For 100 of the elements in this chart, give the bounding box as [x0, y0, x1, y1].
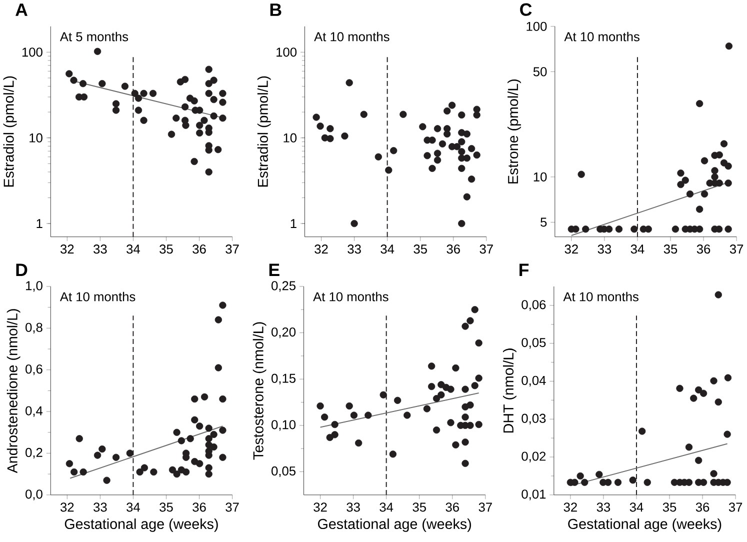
point — [604, 479, 612, 486]
point — [462, 322, 469, 330]
point — [475, 374, 482, 382]
point — [578, 170, 585, 178]
point — [173, 470, 180, 478]
point — [694, 457, 702, 464]
y-tick-label: 0,6 — [26, 364, 42, 376]
point — [112, 106, 120, 114]
point — [350, 412, 358, 420]
point — [596, 471, 603, 478]
point — [219, 396, 226, 403]
point — [126, 450, 134, 458]
x-tick-label: 37 — [480, 244, 493, 254]
point — [214, 146, 222, 154]
x-tick-label: 33 — [596, 502, 610, 512]
point — [614, 479, 622, 486]
x-tick-label: 35 — [664, 244, 678, 254]
point — [458, 138, 466, 146]
x-tick-label: 35 — [414, 244, 427, 254]
point — [131, 90, 138, 98]
x-tick-label: 35 — [160, 244, 173, 254]
point — [98, 446, 106, 453]
y-tick-label: 0,03 — [522, 414, 546, 425]
point — [462, 386, 469, 394]
point — [644, 479, 651, 486]
y-axis-title: Estradiol (pmol/L) — [257, 76, 271, 187]
y-tick-label: 0,05 — [272, 466, 296, 478]
point — [463, 193, 470, 201]
point — [79, 80, 87, 88]
x-tick-label: 32 — [314, 502, 327, 512]
point — [326, 135, 334, 142]
point — [458, 112, 466, 119]
x-tick-label: 34 — [630, 244, 644, 254]
point — [428, 362, 436, 370]
point — [672, 226, 680, 233]
point — [682, 176, 689, 184]
point — [385, 166, 392, 174]
y-tick-label: 100 — [22, 48, 42, 57]
point — [190, 98, 198, 105]
chart-title: F — [520, 264, 529, 276]
point — [468, 145, 476, 152]
point — [458, 220, 466, 228]
y-tick-label: 0,0 — [26, 490, 42, 500]
point — [444, 108, 451, 115]
point — [724, 180, 732, 187]
point — [424, 152, 431, 160]
point — [458, 165, 466, 172]
point — [182, 468, 190, 476]
point — [140, 117, 148, 124]
point — [196, 106, 204, 114]
y-tick-label: 0,02 — [522, 452, 546, 463]
x-tick-label: 33 — [94, 502, 107, 512]
y-tick-label: 100 — [526, 22, 547, 32]
point — [316, 402, 324, 410]
point — [444, 130, 451, 138]
point — [447, 419, 454, 426]
x-axis-title: Gestational age (weeks) — [568, 518, 722, 532]
point — [112, 454, 120, 462]
point — [473, 152, 480, 159]
x-tick-label: 33 — [94, 244, 107, 254]
point — [316, 122, 324, 130]
point — [428, 136, 436, 144]
point — [711, 167, 718, 174]
x-tick-label: 34 — [630, 502, 644, 512]
point — [374, 154, 382, 161]
point — [219, 454, 226, 462]
x-tick-label: 35 — [160, 502, 173, 512]
point — [700, 390, 708, 398]
point — [677, 181, 684, 188]
point — [696, 100, 704, 108]
point — [677, 170, 684, 177]
y-tick-label: 0,04 — [522, 376, 546, 387]
annotation: At 10 months — [563, 292, 638, 302]
point — [582, 226, 590, 233]
point — [724, 162, 732, 170]
point — [581, 479, 588, 486]
point — [466, 317, 474, 325]
point — [210, 96, 218, 104]
chart-title: E — [269, 264, 280, 276]
point — [466, 422, 474, 430]
point — [150, 468, 158, 476]
point — [360, 111, 368, 118]
point — [172, 114, 180, 122]
point — [205, 146, 212, 154]
point — [173, 429, 180, 436]
point — [724, 374, 732, 382]
point — [214, 364, 222, 372]
point — [196, 460, 204, 468]
point — [210, 112, 218, 120]
point — [121, 82, 129, 90]
point — [210, 444, 218, 451]
point — [346, 402, 353, 410]
point — [320, 414, 328, 421]
point — [615, 226, 623, 233]
point — [80, 468, 87, 476]
point — [205, 470, 212, 478]
point — [694, 386, 702, 394]
point — [186, 435, 194, 442]
point — [219, 426, 226, 434]
point — [331, 421, 338, 428]
